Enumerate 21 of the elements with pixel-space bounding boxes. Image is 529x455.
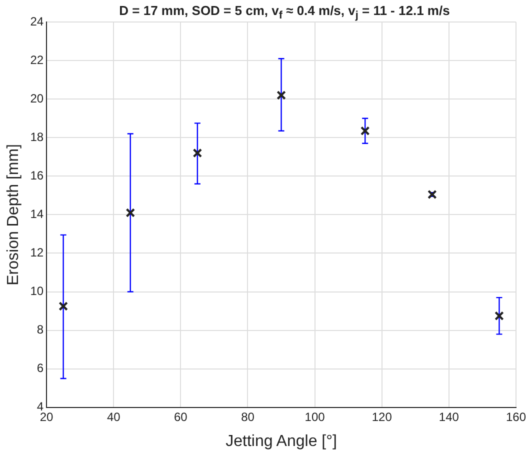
y-tick-label: 18 <box>30 130 44 144</box>
y-tick-label: 16 <box>30 168 44 182</box>
x-tick-label: 100 <box>304 410 326 424</box>
x-axis-title: Jetting Angle [°] <box>226 432 337 450</box>
y-tick-label: 22 <box>30 52 44 67</box>
y-tick-label: 12 <box>30 246 44 260</box>
x-tick-label: 160 <box>506 410 526 424</box>
x-tick-label: 120 <box>372 410 392 424</box>
chart-title: D = 17 mm, SOD = 5 cm, v$_{f}$ ≈ 0.4 m/s, v$_{j}$ = 11 - 12.1 m/s <box>119 3 450 22</box>
x-tick-label: 40 <box>106 410 121 424</box>
y-axis-title: Erosion Depth [mm] <box>5 144 22 286</box>
y-tick-label: 20 <box>30 91 44 106</box>
x-tick-label: 140 <box>438 410 460 424</box>
y-tick-label: 24 <box>30 14 44 28</box>
y-tick-label: 10 <box>30 284 44 298</box>
y-tick-label: 14 <box>30 207 44 222</box>
y-tick-label: 8 <box>36 322 44 337</box>
y-tick-label: 6 <box>36 361 44 376</box>
y-tick-label: 4 <box>36 400 44 414</box>
x-tick-label: 80 <box>241 410 255 424</box>
x-tick-label: 60 <box>174 410 188 424</box>
